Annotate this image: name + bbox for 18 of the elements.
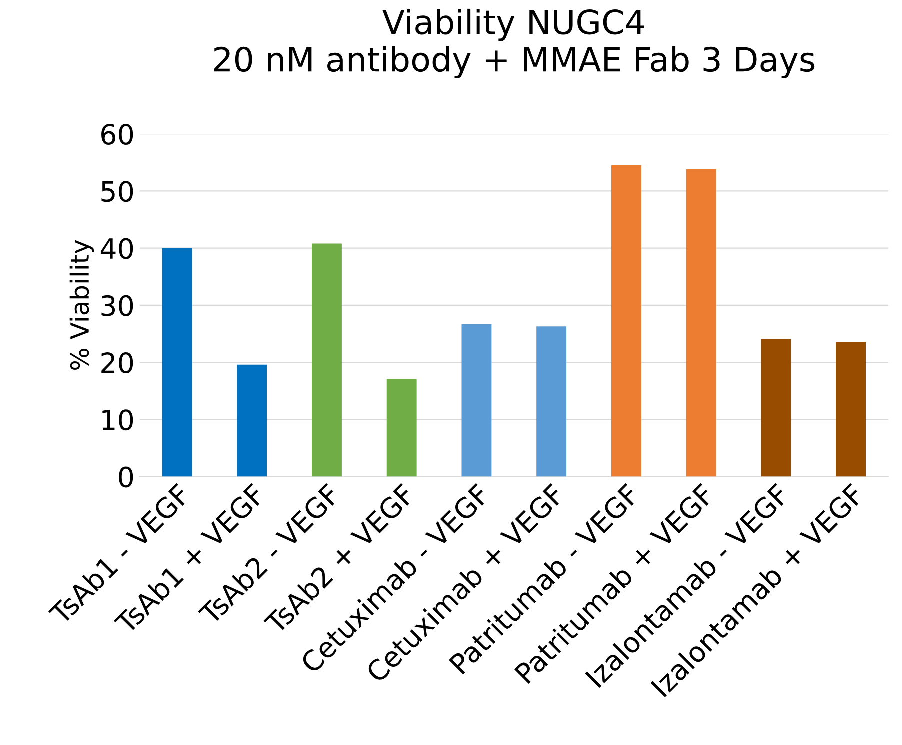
bar	[761, 339, 792, 477]
y-tick-label: 50	[102, 181, 134, 202]
bar	[611, 166, 642, 477]
y-tick-label: 60	[102, 124, 134, 146]
y-tick-label: 10	[102, 410, 134, 431]
y-tick-label: 30	[102, 295, 134, 316]
bar	[536, 326, 567, 477]
y-tick-label: 20	[102, 352, 134, 374]
bar	[836, 342, 866, 477]
bar	[386, 379, 417, 477]
bar	[162, 248, 192, 477]
bar	[686, 170, 716, 477]
bar	[237, 364, 268, 477]
bar	[312, 244, 342, 477]
y-tick-label: 40	[100, 238, 134, 260]
y-axis-title: % Viability	[70, 240, 94, 370]
bar	[462, 324, 492, 477]
chart-title: Viability NUGC4 20 nM antibody + MMAE Fab 3 Days	[214, 8, 815, 79]
